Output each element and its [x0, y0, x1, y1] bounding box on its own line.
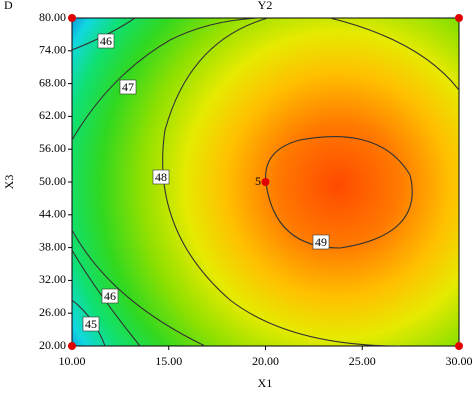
- contour-label: 47: [122, 80, 134, 94]
- x-tick-label: 20.00: [252, 354, 279, 368]
- contour-label: 46: [100, 34, 112, 48]
- y-tick-label: 38.00: [39, 239, 66, 253]
- contour-label-box: [82, 316, 100, 332]
- y-tick-label: 80.00: [39, 10, 66, 24]
- contour-label-box: [152, 169, 170, 185]
- design-point: [455, 14, 463, 22]
- contour-line: [265, 136, 413, 249]
- contour-label: 46: [104, 289, 116, 303]
- y-tick-label: 56.00: [39, 141, 66, 155]
- contour-line: [162, 18, 459, 346]
- design-point: [455, 342, 463, 350]
- y-tick-label: 32.00: [39, 272, 66, 286]
- contour-label: 5: [255, 174, 261, 188]
- contour-label-box: [312, 234, 330, 250]
- design-point: [68, 14, 76, 22]
- contour-line: [72, 18, 261, 346]
- y-axis-label: X3: [2, 175, 16, 190]
- y-tick-label: 68.00: [39, 75, 66, 89]
- y-tick-label: 50.00: [39, 174, 66, 188]
- x-axis-label: X1: [258, 376, 273, 390]
- design-point: [261, 178, 270, 186]
- contour-label: 48: [155, 170, 167, 184]
- y-tick-label: 74.00: [39, 43, 66, 57]
- contour-label: 49: [315, 235, 327, 249]
- x-tick-label: 30.00: [446, 354, 473, 368]
- contour-label-box: [119, 79, 137, 95]
- x-tick-label: 25.00: [349, 354, 376, 368]
- design-point: [68, 342, 76, 350]
- contour-label-box: [101, 288, 119, 304]
- y-tick-label: 26.00: [39, 305, 66, 319]
- contour-label: 45: [85, 317, 97, 331]
- x-tick-label: 15.00: [155, 354, 182, 368]
- x-tick-label: 10.00: [59, 354, 86, 368]
- y-tick-label: 62.00: [39, 108, 66, 122]
- y-tick-label: 44.00: [39, 207, 66, 221]
- contour-line: [72, 249, 141, 346]
- contour-label-box: [97, 33, 115, 49]
- chart-title: Y2: [258, 0, 273, 12]
- panel-label: D: [4, 0, 13, 12]
- y-tick-label: 20.00: [39, 338, 66, 352]
